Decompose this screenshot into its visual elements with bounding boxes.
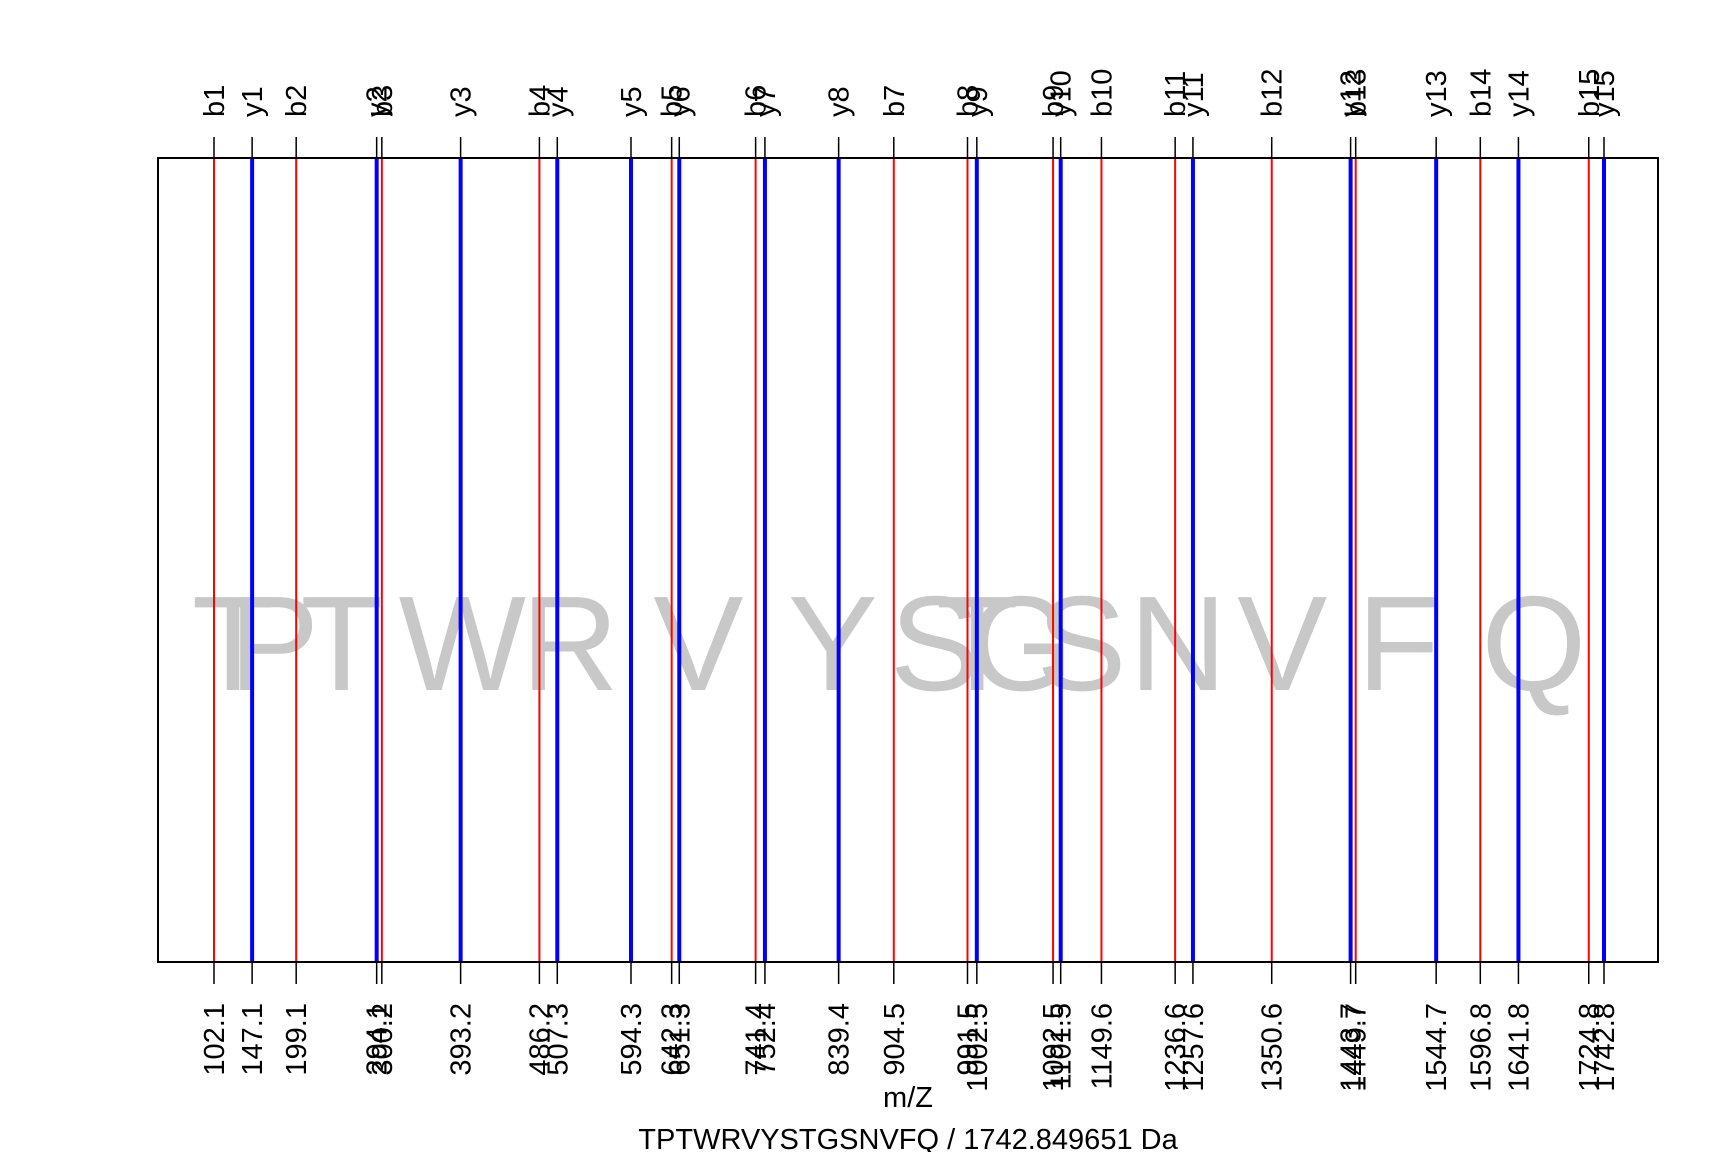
sequence-letter: G [968, 568, 1073, 719]
ion-name-label: y2 [362, 86, 394, 117]
ion-name-label: b1 [199, 85, 231, 117]
ion-mz-label: 752.4 [750, 1003, 782, 1076]
ion-name-label: b7 [879, 85, 911, 117]
ion-name-label: b13 [1341, 69, 1373, 117]
ion-name-label: b14 [1465, 69, 1497, 117]
plot-frame [157, 157, 1659, 963]
ion-name-label: y13 [1421, 70, 1453, 117]
ion-name-label: y1 [237, 86, 269, 117]
sequence-letter: V [653, 568, 743, 719]
ion-name-label: y6 [664, 86, 696, 117]
sequence-letter: P [229, 568, 319, 719]
ion-mz-label: 1002.5 [962, 1003, 994, 1092]
ion-mz-label: 1092.5 [1038, 1003, 1070, 1092]
ion-name-label: b4 [524, 85, 556, 117]
sequence-letter: Q [1481, 568, 1586, 719]
ion-lines [213, 158, 1606, 962]
ion-name-label: b10 [1086, 69, 1118, 117]
ion-name-label: y5 [616, 86, 648, 117]
ion-mz-label: 1544.7 [1421, 1003, 1453, 1092]
sequence-letter: F [1357, 568, 1439, 719]
sequence-watermark: TPT WR V Y STGS N V F Q [192, 568, 1587, 719]
ion-mz-label: 1742.8 [1589, 1003, 1621, 1092]
ion-mz-label: 904.5 [879, 1003, 911, 1076]
ion-ticks [213, 137, 1605, 984]
sequence-letter: S [1036, 568, 1126, 719]
ion-mz-label: 839.4 [824, 1003, 856, 1076]
ion-mz-label: 294.1 [362, 1003, 394, 1076]
ion-name-label: y3 [446, 86, 478, 117]
ion-name-label: b2 [281, 85, 313, 117]
sequence-letter: R [521, 568, 619, 719]
ion-mz-label: 147.1 [237, 1003, 269, 1076]
ion-name-label: b6 [741, 85, 773, 117]
sequence-letter: S [890, 568, 980, 719]
chart-subtitle: TPTWRVYSTGSNVFQ / 1742.849651 Da [638, 1124, 1178, 1152]
ion-mz-label: 486.2 [524, 1003, 556, 1076]
ion-mz-label: 1101.5 [1046, 1003, 1078, 1090]
ion-name-label: y15 [1589, 70, 1621, 117]
ion-mz-label: 507.3 [542, 1003, 574, 1076]
ion-name-label: y14 [1503, 70, 1535, 117]
ion-mz-label: 594.3 [616, 1003, 648, 1076]
ion-mz-label: 741.4 [741, 1003, 773, 1076]
ion-mz-label: 1350.6 [1257, 1003, 1289, 1092]
ion-name-label: y10 [1046, 70, 1078, 117]
ion-mz-label: 1236.6 [1160, 1003, 1192, 1092]
ion-name-label: y9 [962, 86, 994, 117]
ion-mz-label: 1443.7 [1336, 1003, 1368, 1092]
ion-mz-label: 1641.8 [1503, 1003, 1535, 1092]
ion-name-label: b9 [1038, 85, 1070, 117]
ion-name-label: y7 [750, 86, 782, 117]
x-axis-label: m/Z [883, 1082, 933, 1114]
ion-name-label: y4 [542, 86, 574, 117]
ion-name-label: b15 [1574, 69, 1606, 117]
ion-name-label: b12 [1257, 69, 1289, 117]
sequence-letter: T [300, 568, 382, 719]
ion-name-label: b11 [1160, 71, 1192, 117]
sequence-letter: N [1129, 568, 1227, 719]
ion-name-label: y8 [824, 86, 856, 117]
ion-name-label: b5 [657, 85, 689, 117]
ion-name-label: y11 [1178, 72, 1210, 117]
ion-labels: b1 102.1 b2 199.1 b3 300.2 b4 486.2 b5 642.3 b6 741… [199, 69, 1621, 1092]
ion-mz-label: 651.3 [664, 1003, 696, 1076]
ion-name-label: b8 [952, 85, 984, 117]
ion-mz-label: 199.1 [281, 1003, 313, 1076]
ion-name-label: y12 [1336, 70, 1368, 117]
ion-mz-label: 1724.8 [1574, 1003, 1606, 1092]
sequence-letter: V [1237, 568, 1327, 719]
sequence-letter: T [192, 568, 274, 719]
ion-mz-label: 1149.6 [1086, 1003, 1118, 1090]
ion-mz-label: 642.3 [657, 1003, 689, 1076]
ion-mz-label: 300.2 [367, 1003, 399, 1076]
ion-mz-label: 393.2 [446, 1003, 478, 1076]
ion-name-label: b3 [367, 85, 399, 117]
sequence-letter: Y [788, 568, 878, 719]
ion-mz-label: 991.5 [952, 1003, 984, 1076]
ion-mz-label: 102.1 [199, 1003, 231, 1076]
ion-mz-label: 1449.7 [1341, 1003, 1373, 1092]
ion-mz-label: 1596.8 [1465, 1003, 1497, 1092]
ion-mz-label: 1257.6 [1178, 1003, 1210, 1092]
